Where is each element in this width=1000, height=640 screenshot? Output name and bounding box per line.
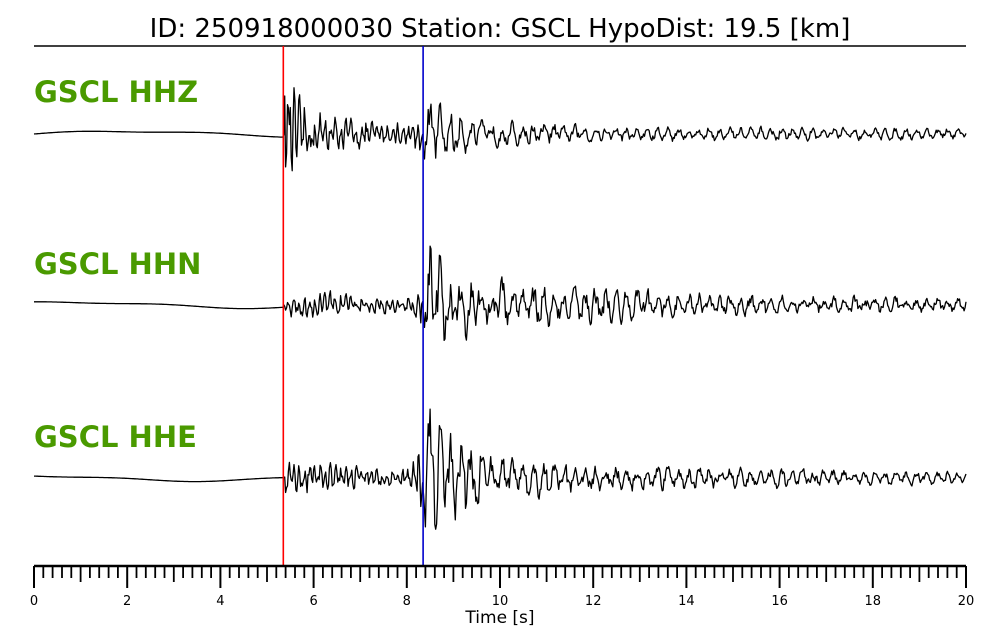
x-tick-label: 8 (403, 594, 411, 609)
x-tick-labels: 0 2 4 6 8 10 12 14 16 18 20 (30, 594, 974, 609)
phase-picks-group (282, 46, 424, 566)
trace-gscl-hhe (34, 408, 967, 530)
channel-label-gscl-hhn: GSCL HHN (34, 247, 201, 281)
x-tick-label: 4 (216, 594, 224, 609)
x-tick-label: 14 (678, 594, 695, 609)
x-tick-label: 16 (771, 594, 788, 609)
trace-gscl-hhz (33, 87, 967, 172)
traces-group (33, 87, 967, 530)
x-ticks (33, 566, 967, 588)
x-tick-label: 20 (958, 594, 975, 609)
x-tick-label: 18 (865, 594, 882, 609)
x-axis-label: Time [s] (464, 608, 534, 628)
channel-label-gscl-hhz: GSCL HHZ (34, 75, 198, 109)
chart-title: ID: 250918000030 Station: GSCL HypoDist:… (150, 14, 851, 44)
x-tick-label: 12 (585, 594, 602, 609)
x-tick-label: 10 (492, 594, 509, 609)
x-tick-label: 6 (309, 594, 317, 609)
time-axis: 0 2 4 6 8 10 12 14 16 18 20 Time [s] (30, 564, 974, 628)
trace-gscl-hhn (34, 245, 967, 342)
channel-labels-group: GSCL HHZ GSCL HHN GSCL HHE (34, 75, 201, 454)
x-tick-label: 0 (30, 594, 38, 609)
x-tick-label: 2 (123, 594, 131, 609)
channel-label-gscl-hhe: GSCL HHE (34, 420, 197, 454)
